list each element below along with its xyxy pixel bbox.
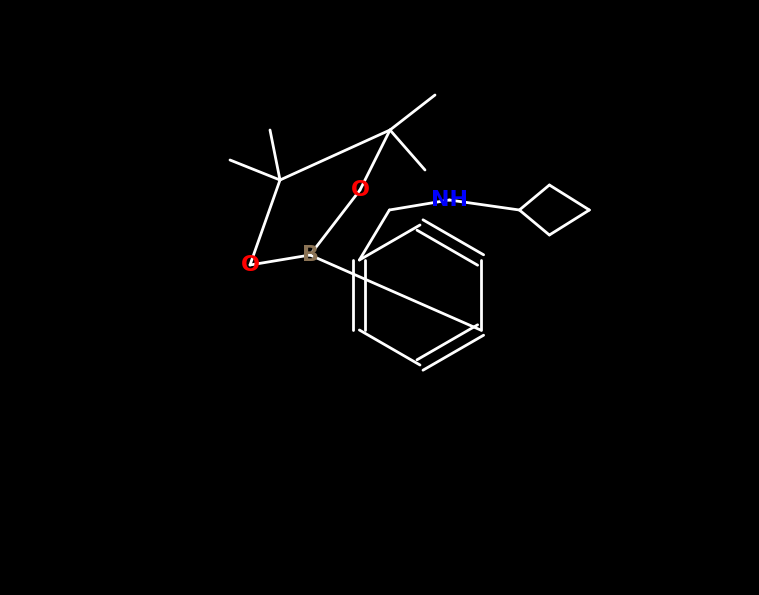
Text: O: O [351,180,370,200]
Text: NH: NH [431,190,468,210]
Text: B: B [301,245,319,265]
Text: O: O [241,255,260,275]
